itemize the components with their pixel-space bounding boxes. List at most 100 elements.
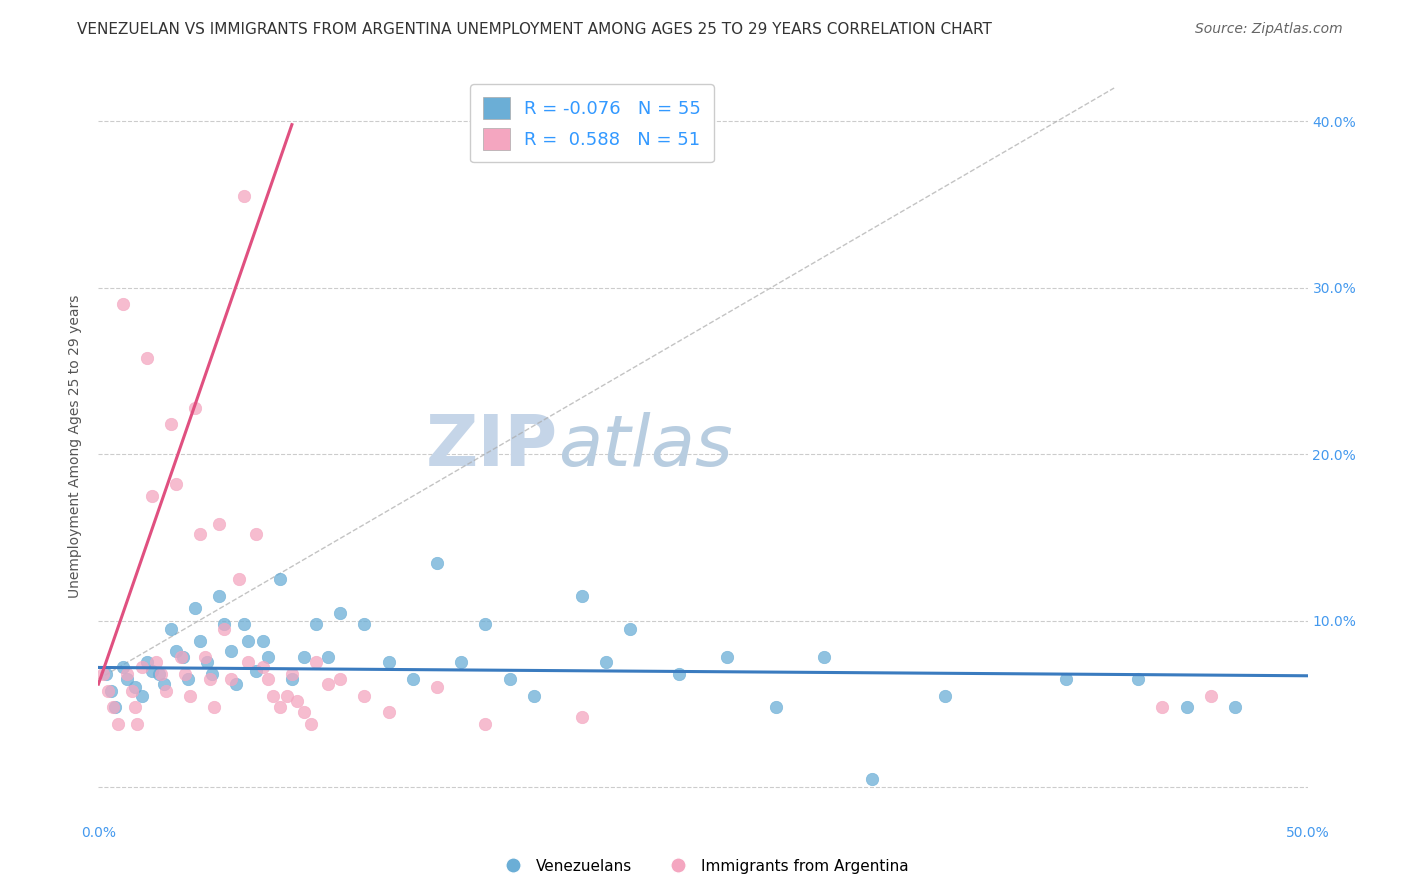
Point [292, 650, 315, 665]
Point [172, 650, 194, 665]
Point [169, 650, 191, 665]
Point [377, 706, 399, 720]
Point [285, 694, 308, 708]
Point [256, 672, 278, 686]
Point [305, 656, 328, 670]
Point [813, 650, 835, 665]
Point [934, 689, 956, 703]
Point [141, 664, 163, 678]
Point [165, 644, 187, 658]
Text: atlas: atlas [558, 411, 733, 481]
Legend: R = -0.076   N = 55, R =  0.588   N = 51: R = -0.076 N = 55, R = 0.588 N = 51 [470, 84, 714, 162]
Point [228, 572, 250, 586]
Point [160, 622, 183, 636]
Point [474, 617, 496, 632]
Point [262, 689, 284, 703]
Point [269, 572, 291, 586]
Point [127, 717, 149, 731]
Point [377, 656, 399, 670]
Y-axis label: Unemployment Among Ages 25 to 29 years: Unemployment Among Ages 25 to 29 years [69, 294, 83, 598]
Point [179, 689, 201, 703]
Point [329, 606, 352, 620]
Point [292, 706, 315, 720]
Point [498, 672, 520, 686]
Point [104, 700, 127, 714]
Point [1054, 672, 1077, 686]
Point [141, 489, 163, 503]
Point [225, 677, 247, 691]
Point [188, 527, 211, 541]
Point [198, 672, 221, 686]
Point [100, 683, 122, 698]
Point [152, 677, 174, 691]
Point [281, 667, 304, 681]
Point [208, 589, 231, 603]
Point [145, 656, 167, 670]
Point [402, 672, 425, 686]
Point [111, 660, 134, 674]
Point [252, 633, 274, 648]
Point [160, 417, 183, 432]
Point [1152, 700, 1174, 714]
Point [232, 189, 254, 203]
Point [1223, 700, 1246, 714]
Point [238, 656, 260, 670]
Point [1128, 672, 1150, 686]
Point [1199, 689, 1222, 703]
Point [221, 672, 243, 686]
Point [232, 617, 254, 632]
Point [305, 617, 328, 632]
Point [450, 656, 472, 670]
Point [269, 700, 291, 714]
Point [131, 689, 153, 703]
Point [150, 667, 173, 681]
Text: Source: ZipAtlas.com: Source: ZipAtlas.com [1195, 22, 1343, 37]
Point [276, 689, 298, 703]
Point [131, 660, 153, 674]
Point [765, 700, 787, 714]
Point [155, 683, 177, 698]
Point [111, 297, 134, 311]
Point [135, 656, 157, 670]
Point [221, 644, 243, 658]
Point [252, 660, 274, 674]
Point [571, 589, 593, 603]
Point [184, 600, 207, 615]
Point [245, 664, 267, 678]
Point [165, 477, 187, 491]
Point [474, 717, 496, 731]
Point [426, 681, 449, 695]
Point [124, 681, 146, 695]
Point [619, 622, 641, 636]
Point [135, 351, 157, 365]
Point [97, 683, 120, 698]
Point [124, 700, 146, 714]
Point [195, 656, 218, 670]
Point [194, 650, 217, 665]
Point [1175, 700, 1198, 714]
Point [91, 667, 114, 681]
Text: VENEZUELAN VS IMMIGRANTS FROM ARGENTINA UNEMPLOYMENT AMONG AGES 25 TO 29 YEARS C: VENEZUELAN VS IMMIGRANTS FROM ARGENTINA … [77, 22, 993, 37]
Point [281, 672, 304, 686]
Point [188, 633, 211, 648]
Point [204, 700, 226, 714]
Point [353, 689, 375, 703]
Text: ZIP: ZIP [426, 411, 558, 481]
Point [316, 677, 339, 691]
Point [426, 556, 449, 570]
Point [212, 617, 235, 632]
Point [860, 772, 883, 786]
Point [523, 689, 546, 703]
Point [716, 650, 738, 665]
Point [208, 517, 231, 532]
Point [121, 683, 143, 698]
Point [299, 717, 322, 731]
Point [595, 656, 617, 670]
Point [148, 667, 170, 681]
Point [117, 667, 139, 681]
Point [101, 700, 124, 714]
Legend: Venezuelans, Immigrants from Argentina: Venezuelans, Immigrants from Argentina [492, 853, 914, 880]
Point [177, 672, 200, 686]
Point [256, 650, 278, 665]
Point [329, 672, 352, 686]
